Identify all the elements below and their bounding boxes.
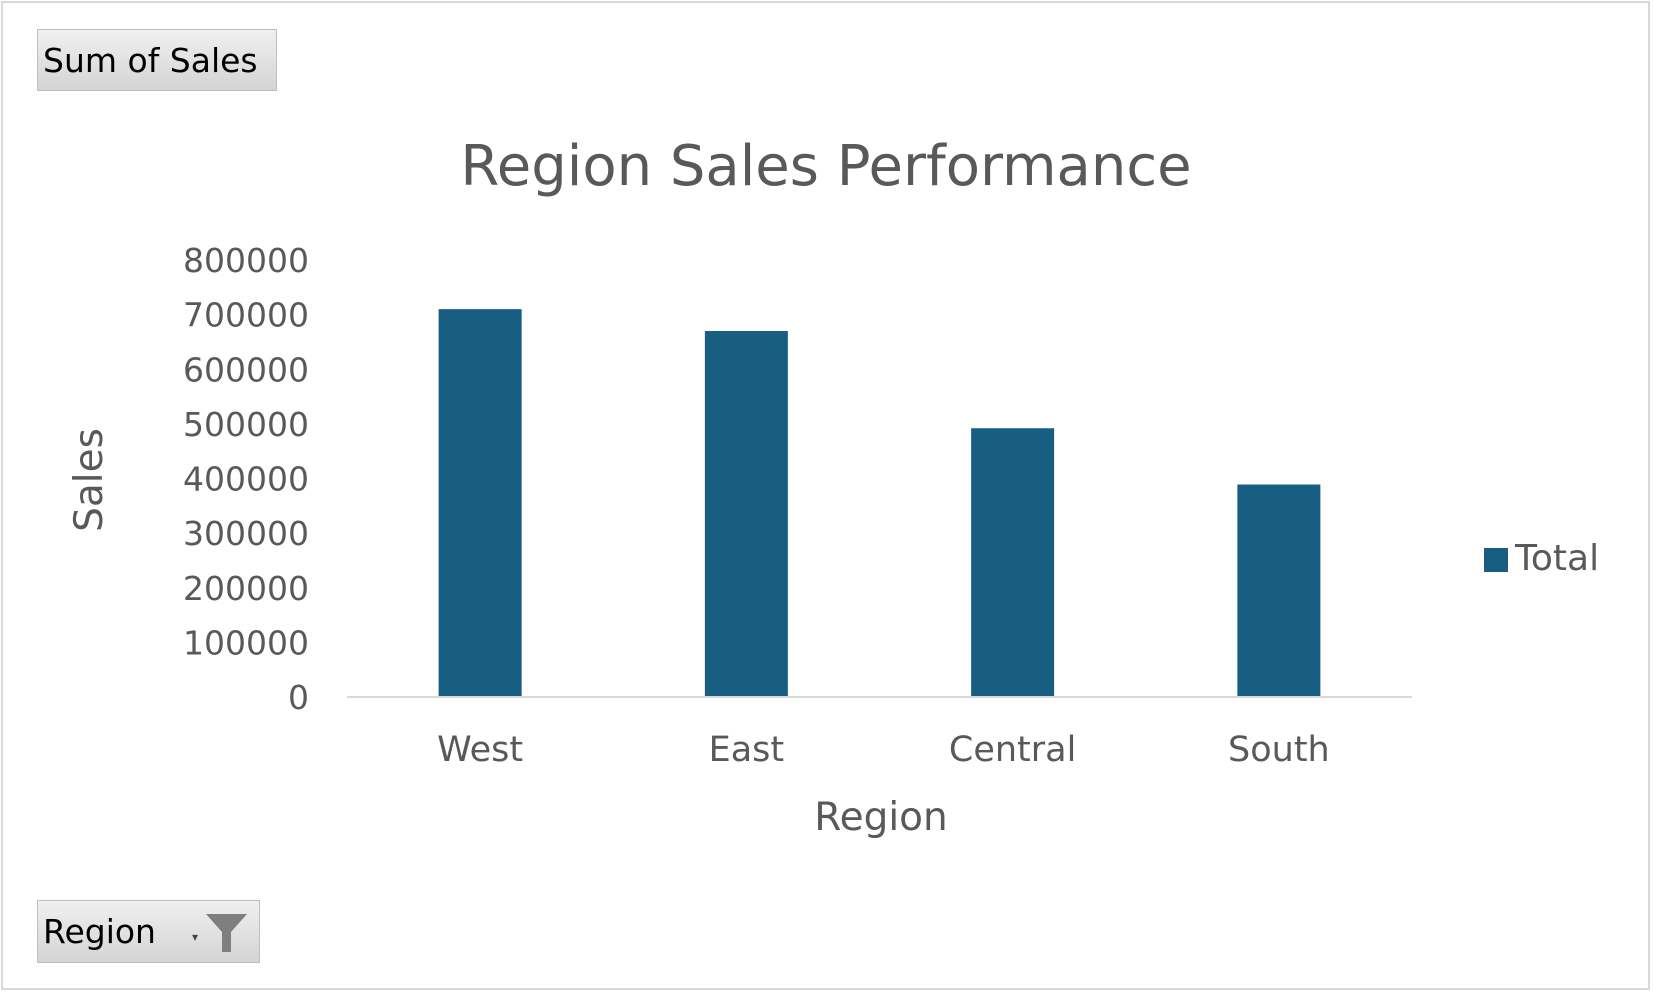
value-field-label: Sum of Sales	[43, 40, 258, 80]
bar-east[interactable]	[704, 331, 788, 697]
bar-west[interactable]	[438, 309, 522, 697]
legend: Total	[1484, 538, 1599, 579]
dropdown-arrow-icon[interactable]: ▾	[192, 930, 199, 944]
y-tick-label: 800000	[183, 241, 309, 280]
axis-field-label: Region	[43, 912, 156, 951]
filter-icon[interactable]	[204, 912, 249, 954]
bar-south[interactable]	[1237, 484, 1321, 697]
x-axis-label: Region	[814, 795, 948, 840]
y-tick-label: 0	[288, 678, 309, 717]
region-field-button[interactable]: Region ▾	[37, 900, 260, 963]
y-axis-label: Sales	[67, 428, 112, 532]
y-tick-labels: 0 100000 200000 300000 400000 500000 600000 700…	[183, 241, 309, 717]
chart-title: Region Sales Performance	[460, 134, 1191, 199]
x-tick-label-south: South	[1228, 730, 1330, 770]
x-tick-label-west: West	[437, 730, 523, 770]
y-tick-label: 200000	[183, 569, 309, 608]
x-tick-labels: West East Central South	[437, 730, 1330, 770]
y-tick-label: 100000	[183, 623, 309, 662]
sum-of-sales-field-button[interactable]: Sum of Sales	[37, 29, 277, 91]
y-tick-label: 700000	[183, 296, 309, 335]
x-tick-label-central: Central	[949, 730, 1076, 770]
y-tick-label: 300000	[183, 514, 309, 553]
legend-swatch-total	[1484, 548, 1508, 572]
bar-central[interactable]	[971, 428, 1055, 697]
y-tick-label: 600000	[183, 350, 309, 389]
y-tick-label: 400000	[183, 460, 309, 499]
x-tick-label-east: East	[709, 730, 785, 770]
legend-label-total: Total	[1514, 538, 1599, 579]
y-tick-label: 500000	[183, 405, 309, 444]
bars	[438, 309, 1321, 697]
